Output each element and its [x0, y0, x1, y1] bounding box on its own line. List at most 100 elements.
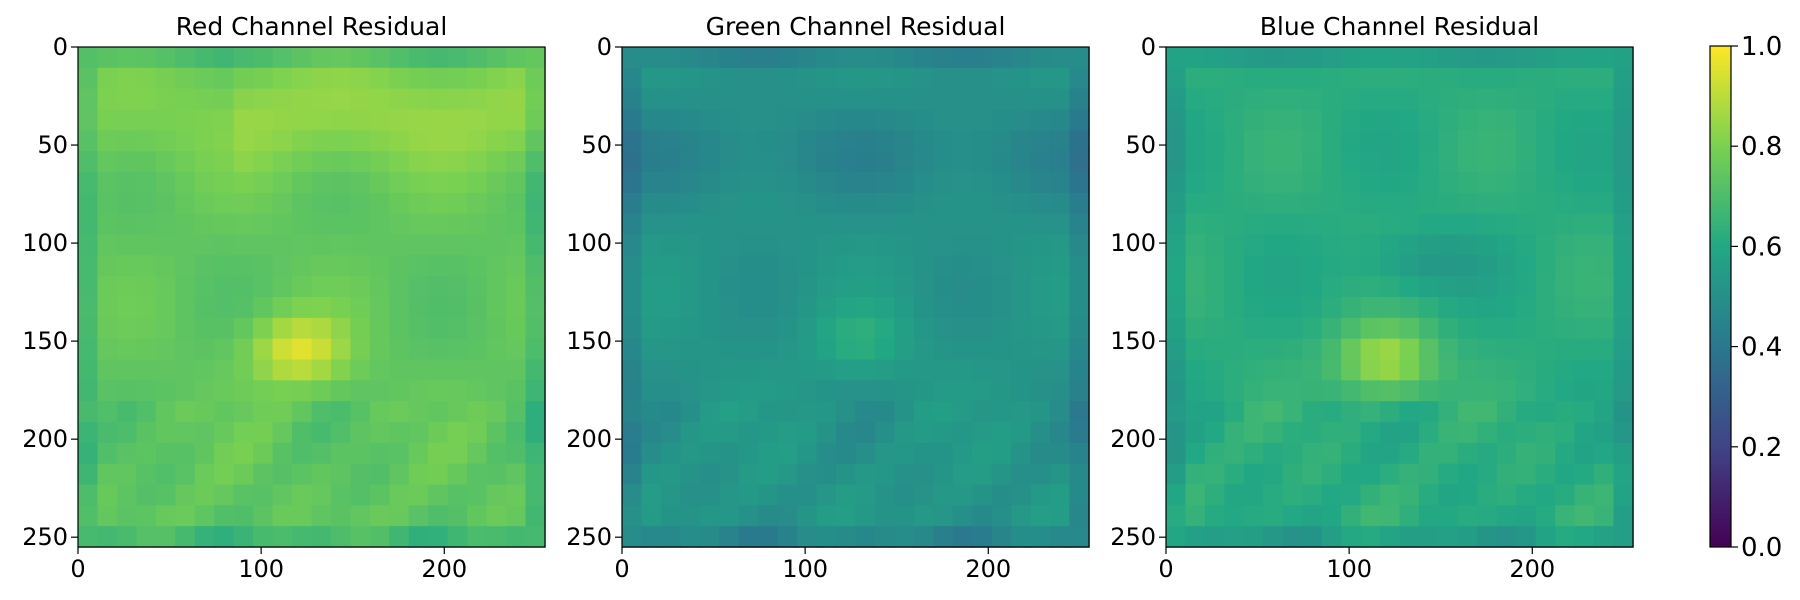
- panel-title: Green Channel Residual: [706, 12, 1006, 41]
- heatmap-cell: [292, 380, 313, 402]
- heatmap-cell: [641, 422, 662, 444]
- heatmap-cell: [350, 484, 371, 507]
- heatmap-cell: [1574, 338, 1595, 361]
- heatmap-cell: [155, 422, 177, 444]
- heatmap-cell: [1263, 297, 1284, 319]
- heatmap-cell: [1011, 463, 1032, 486]
- heatmap-cell: [874, 213, 896, 236]
- heatmap-cell: [253, 526, 274, 548]
- heatmap-cell: [78, 442, 99, 465]
- heatmap-cell: [1380, 255, 1401, 277]
- heatmap-cell: [1594, 172, 1615, 194]
- heatmap-cell: [1185, 401, 1206, 423]
- heatmap-cell: [1380, 442, 1401, 465]
- heatmap-cell: [1360, 130, 1381, 152]
- heatmap-cell: [836, 463, 857, 486]
- heatmap-cell: [1011, 192, 1032, 215]
- heatmap-cell: [194, 88, 216, 111]
- heatmap-cell: [1050, 88, 1071, 111]
- heatmap-cell: [972, 88, 993, 111]
- heatmap-cell: [389, 255, 410, 277]
- heatmap-cell: [1243, 213, 1265, 236]
- heatmap-cell: [1399, 234, 1420, 257]
- heatmap-cell: [1360, 359, 1381, 382]
- heatmap-cell: [136, 526, 157, 548]
- heatmap-cell: [622, 317, 643, 340]
- heatmap-cell: [622, 463, 643, 486]
- heatmap-cell: [1224, 88, 1245, 111]
- heatmap-cell: [1030, 442, 1051, 465]
- heatmap-cell: [233, 213, 254, 236]
- y-tick-label: 0: [597, 33, 612, 61]
- heatmap-cell: [1438, 109, 1459, 132]
- heatmap-cell: [1011, 255, 1032, 277]
- heatmap-cell: [797, 192, 818, 215]
- heatmap-cell: [797, 463, 818, 486]
- heatmap-cell: [175, 505, 196, 527]
- heatmap-cell: [972, 484, 993, 507]
- heatmap-cell: [1341, 359, 1362, 382]
- heatmap-cell: [97, 255, 118, 277]
- heatmap-cell: [1438, 130, 1459, 152]
- heatmap-cell: [894, 213, 915, 236]
- heatmap-cell: [972, 526, 993, 548]
- heatmap-cell: [797, 255, 818, 277]
- heatmap-cell: [253, 442, 274, 465]
- heatmap-cell: [913, 109, 935, 132]
- heatmap-cell: [1302, 297, 1323, 319]
- heatmap-cell: [330, 463, 352, 486]
- heatmap-cell: [1224, 505, 1245, 527]
- heatmap-cell: [1263, 526, 1284, 548]
- heatmap-cell: [194, 172, 216, 194]
- heatmap-cell: [1399, 442, 1420, 465]
- heatmap-cell: [1594, 442, 1615, 465]
- heatmap-cell: [155, 67, 177, 90]
- heatmap-cell: [1224, 526, 1245, 548]
- heatmap-cell: [1418, 213, 1440, 236]
- heatmap-cell: [1030, 380, 1051, 402]
- heatmap-cell: [1341, 422, 1362, 444]
- heatmap-cell: [506, 255, 527, 277]
- heatmap-cell: [1011, 109, 1032, 132]
- heatmap-cell: [991, 172, 1012, 194]
- heatmap-cell: [447, 109, 468, 132]
- heatmap-cell: [699, 151, 721, 173]
- heatmap-cell: [738, 213, 760, 236]
- heatmap-cell: [991, 192, 1012, 215]
- heatmap-cell: [447, 213, 468, 236]
- heatmap-cell: [155, 151, 177, 173]
- heatmap-cell: [719, 276, 740, 298]
- heatmap-cell: [622, 151, 643, 173]
- heatmap-cell: [855, 422, 876, 444]
- heatmap-cell: [1204, 109, 1226, 132]
- heatmap-cell: [816, 130, 837, 152]
- heatmap-cell: [1224, 255, 1245, 277]
- heatmap-cell: [991, 359, 1012, 382]
- heatmap-cell: [233, 109, 254, 132]
- heatmap-cell: [272, 47, 293, 69]
- heatmap-cell: [1613, 276, 1634, 298]
- heatmap-cell: [525, 484, 546, 507]
- heatmap-cell: [214, 484, 235, 507]
- heatmap-cell: [1574, 234, 1595, 257]
- heatmap-cell: [1166, 338, 1187, 361]
- heatmap-cell: [467, 526, 488, 548]
- heatmap-cell: [467, 276, 488, 298]
- heatmap-cell: [1438, 172, 1459, 194]
- heatmap-cell: [1069, 505, 1090, 527]
- heatmap-cell: [1243, 484, 1265, 507]
- heatmap-cell: [525, 442, 546, 465]
- heatmap-cell: [738, 47, 760, 69]
- heatmap-cell: [1321, 67, 1342, 90]
- heatmap-cell: [194, 151, 216, 173]
- heatmap-cell: [78, 317, 99, 340]
- heatmap-cell: [699, 88, 721, 111]
- heatmap-cell: [467, 130, 488, 152]
- heatmap-cell: [1204, 297, 1226, 319]
- heatmap-cell: [78, 47, 99, 69]
- heatmap-cell: [699, 213, 721, 236]
- heatmap-cell: [1380, 213, 1401, 236]
- heatmap-cell: [447, 422, 468, 444]
- heatmap-cell: [933, 67, 954, 90]
